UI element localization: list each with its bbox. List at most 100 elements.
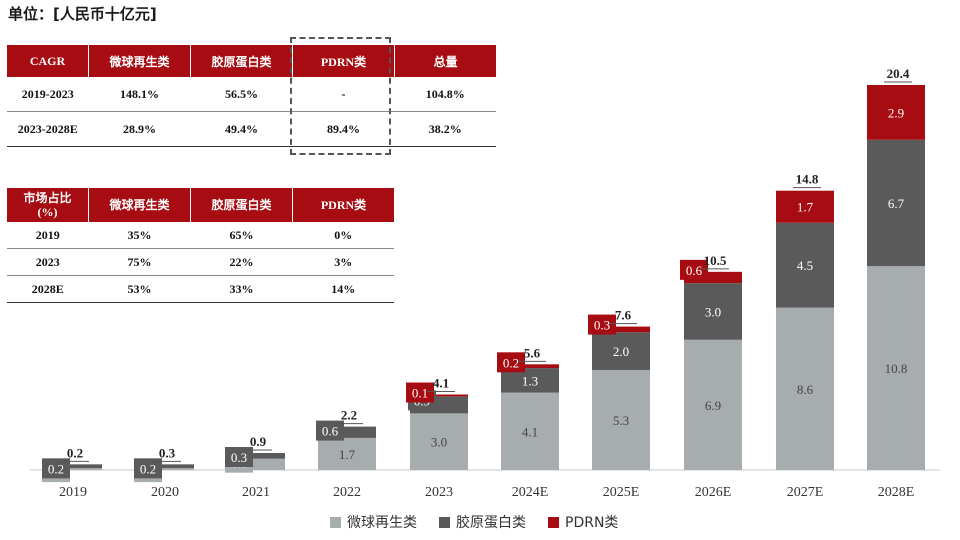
legend-label-collagen: 胶原蛋白类 xyxy=(456,515,526,531)
chart-legend: 微球再生类 胶原蛋白类 PDRN类 xyxy=(330,512,618,532)
share-cell: 75% xyxy=(88,248,191,276)
segment-label: 1.7 xyxy=(797,200,814,215)
segment-label: 4.5 xyxy=(797,258,813,273)
cagr-table: CAGR 微球再生类 胶原蛋白类 PDRN类 总量 2019-2023 148.… xyxy=(7,45,496,147)
share-header-collagen: 胶原蛋白类 xyxy=(190,188,293,222)
segment-label: 0.2 xyxy=(48,461,64,476)
segment-label: 5.3 xyxy=(613,413,629,428)
cagr-cell: 56.5% xyxy=(190,77,293,112)
segment-label: 0.2 xyxy=(503,355,519,370)
segment-label-box xyxy=(134,458,162,479)
bar-segment-3 xyxy=(776,190,834,223)
legend-item-collagen: 胶原蛋白类 xyxy=(439,512,526,532)
share-header-microsphere: 微球再生类 xyxy=(88,188,191,222)
bar-segment-3 xyxy=(592,326,650,333)
segment-label: 1.3 xyxy=(522,373,538,388)
bar-segment-1 xyxy=(227,458,285,470)
segment-label: 3.0 xyxy=(705,304,721,319)
legend-label-microsphere: 微球再生类 xyxy=(347,515,417,531)
cagr-cell: 38.2% xyxy=(394,111,496,147)
total-label: 2.2 xyxy=(341,408,357,423)
segment-label: 0.6 xyxy=(322,424,339,439)
segment-label-box xyxy=(680,259,708,280)
share-cell: 35% xyxy=(88,222,191,249)
segment-label: 2.9 xyxy=(888,105,904,120)
x-tick-label: 2022 xyxy=(333,485,361,500)
cagr-cell: 2023-2028E xyxy=(7,111,89,147)
bar-segment-1 xyxy=(136,468,194,470)
share-header-row: 市场占比 (%) 微球再生类 胶原蛋白类 PDRN类 xyxy=(7,188,394,222)
segment-label: 3.0 xyxy=(431,435,447,450)
share-cell: 2019 xyxy=(7,222,89,249)
cagr-header-pdrn: PDRN类 xyxy=(292,45,395,77)
x-tick-label: 2028E xyxy=(878,485,915,500)
x-tick-label: 2021 xyxy=(242,485,270,500)
share-cell: 3% xyxy=(292,248,394,276)
bar-segment-2 xyxy=(318,426,376,438)
share-cell: 2023 xyxy=(7,248,89,276)
bar-segment-2 xyxy=(227,453,285,459)
x-tick-label: 2023 xyxy=(425,485,453,500)
bar-segment-1 xyxy=(410,413,468,470)
table-row: 2023-2028E 28.9% 49.4% 89.4% 38.2% xyxy=(7,111,496,147)
x-tick-label: 2024E xyxy=(512,485,549,500)
total-label: 10.5 xyxy=(704,253,727,268)
share-header-pdrn: PDRN类 xyxy=(292,188,394,222)
segment-label: 0.6 xyxy=(686,263,703,278)
segment-label: 4.1 xyxy=(522,424,538,439)
table-row: 2019-2023 148.1% 56.5% - 104.8% xyxy=(7,77,496,112)
segment-label: 6.7 xyxy=(888,196,905,211)
bar-segment-3 xyxy=(867,85,925,140)
segment-label: 0.1 xyxy=(412,386,428,401)
bar-segment-2 xyxy=(776,222,834,308)
table-row: 2028E 53% 33% 14% xyxy=(7,275,394,303)
segment-label: 0.2 xyxy=(140,461,156,476)
bar-segment-1 xyxy=(44,468,102,470)
bar-segment-1 xyxy=(318,437,376,470)
cagr-header-total: 总量 xyxy=(394,45,496,77)
bar-segment-1 xyxy=(592,369,650,470)
table-row: 2023 75% 22% 3% xyxy=(7,248,394,276)
segment-label-box xyxy=(316,420,344,441)
total-label: 0.9 xyxy=(250,434,267,449)
legend-swatch-pdrn xyxy=(548,516,559,528)
total-label: 14.8 xyxy=(796,172,819,187)
share-cell: 2028E xyxy=(7,275,89,303)
x-tick-label: 2019 xyxy=(59,485,87,500)
segment-label-box xyxy=(497,352,525,373)
cagr-header-row: CAGR 微球再生类 胶原蛋白类 PDRN类 总量 xyxy=(7,45,496,77)
segment-label-box xyxy=(225,447,253,468)
x-tick-label: 2025E xyxy=(603,485,640,500)
bar-segment-2 xyxy=(44,464,102,469)
total-label: 5.6 xyxy=(524,345,541,360)
legend-item-pdrn: PDRN类 xyxy=(548,512,618,532)
share-cell: 14% xyxy=(292,275,394,303)
legend-swatch-collagen xyxy=(439,516,450,528)
cagr-header-microsphere: 微球再生类 xyxy=(88,45,191,77)
bar-segment-2 xyxy=(867,139,925,267)
cagr-cell: 2019-2023 xyxy=(7,77,89,112)
legend-label-pdrn: PDRN类 xyxy=(565,515,619,531)
share-header-label: 市场占比 (%) xyxy=(7,188,89,222)
share-cell: 0% xyxy=(292,222,394,249)
total-label: 7.6 xyxy=(615,308,632,323)
segment-label: 2.0 xyxy=(613,344,629,359)
share-cell: 22% xyxy=(190,248,293,276)
cagr-header-period: CAGR xyxy=(7,45,89,77)
total-label: 20.4 xyxy=(887,66,910,81)
segment-label-box xyxy=(406,382,434,403)
segment-label: 1.7 xyxy=(339,447,356,462)
cagr-cell: 89.4% xyxy=(292,111,395,147)
table-row: 2019 35% 65% 0% xyxy=(7,222,394,249)
segment-label: 10.8 xyxy=(885,361,908,376)
segment-label-box xyxy=(588,314,616,335)
bar-segment-2 xyxy=(136,464,194,469)
cagr-cell: 104.8% xyxy=(394,77,496,112)
x-tick-label: 2020 xyxy=(151,485,179,500)
x-tick-label: 2026E xyxy=(695,485,732,500)
x-tick-label: 2027E xyxy=(787,485,824,500)
total-label: 4.1 xyxy=(433,376,449,391)
legend-swatch-microsphere xyxy=(330,516,341,528)
bar-segment-1 xyxy=(501,392,559,470)
